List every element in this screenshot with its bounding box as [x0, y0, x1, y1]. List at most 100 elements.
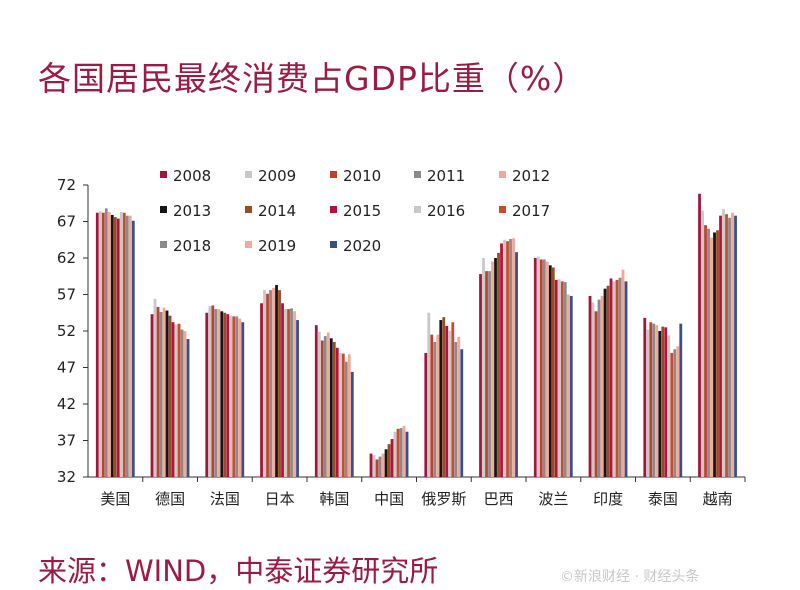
bar-2015: [609, 278, 613, 477]
axes: [83, 184, 746, 482]
bar-2012: [162, 307, 166, 477]
bar-2013: [439, 320, 443, 477]
legend-label: 2017: [512, 202, 550, 220]
legend-label: 2015: [343, 202, 381, 220]
y-tick-label: 57: [57, 286, 76, 304]
legend-swatch: [245, 171, 252, 178]
bar-2013: [384, 449, 388, 477]
bar-2018: [344, 361, 348, 477]
legend-label: 2011: [427, 167, 465, 185]
category-label: 美国: [100, 490, 130, 508]
y-tick-label: 62: [57, 249, 76, 267]
bar-2012: [491, 261, 494, 477]
bar-2009: [153, 298, 157, 477]
bar-2013: [110, 214, 114, 477]
bar-2019: [238, 318, 242, 477]
bar-2015: [664, 327, 668, 477]
bar-2008: [314, 325, 318, 477]
bar-2020: [296, 320, 299, 477]
legend-swatch: [160, 241, 167, 248]
bar-2014: [223, 312, 227, 477]
category-label: 印度: [593, 490, 623, 508]
bar-2020: [734, 215, 737, 477]
bar-2011: [597, 299, 601, 477]
bar-2010: [704, 225, 707, 477]
bar-2010: [430, 334, 434, 477]
legend-label: 2019: [258, 237, 296, 255]
bar-2015: [390, 439, 394, 477]
bar-2011: [433, 341, 437, 477]
bar-2016: [338, 352, 342, 477]
bar-2016: [229, 315, 233, 477]
bar-2014: [387, 444, 391, 477]
y-tick-labels: 32 37 42 47 52 57 62 67 72: [57, 176, 76, 486]
bar-2008: [369, 453, 373, 477]
bar-2020: [186, 339, 190, 477]
bar-2009: [482, 258, 485, 477]
legend-swatch: [160, 171, 167, 178]
bar-2013: [275, 285, 278, 477]
watermark: ©新浪财经 · 财经头条: [560, 569, 700, 585]
y-tick-label: 47: [57, 359, 76, 377]
bars: [95, 193, 737, 478]
bar-2019: [621, 269, 625, 477]
bar-2008: [533, 258, 537, 477]
category-label: 波兰: [538, 490, 568, 508]
bar-2014: [442, 317, 446, 477]
bar-2013: [603, 288, 607, 477]
bar-2015: [554, 279, 558, 477]
bar-2017: [232, 316, 236, 477]
bar-2008: [95, 212, 99, 478]
legend-swatch: [160, 206, 167, 213]
bar-2013: [494, 258, 497, 477]
y-tick-label: 37: [57, 432, 76, 450]
bar-2019: [402, 425, 406, 477]
category-label: 韩国: [319, 490, 349, 508]
bar-2011: [652, 323, 656, 477]
bar-2018: [728, 217, 731, 477]
bar-2010: [594, 311, 598, 477]
bar-2016: [448, 331, 452, 477]
bar-2012: [436, 334, 440, 477]
bar-2018: [454, 341, 458, 477]
legend-swatch: [245, 241, 252, 248]
bar-2017: [670, 352, 674, 477]
bar-2019: [347, 354, 351, 477]
bar-2016: [557, 279, 561, 477]
bar-2017: [177, 323, 181, 477]
legend-label: 2010: [343, 167, 381, 185]
legend-label: 2014: [258, 202, 296, 220]
bar-2013: [165, 310, 169, 477]
bar-2015: [335, 347, 339, 477]
bar-2017: [506, 241, 509, 477]
legend-swatch: [414, 206, 421, 213]
bar-2012: [710, 237, 713, 477]
legend-swatch: [330, 171, 337, 178]
bar-2010: [320, 340, 324, 477]
bar-2011: [542, 259, 546, 477]
bar-2012: [545, 261, 549, 477]
bar-2014: [716, 230, 719, 477]
bar-2016: [667, 335, 671, 477]
bar-2020: [350, 371, 354, 477]
category-label: 越南: [703, 490, 733, 508]
bar-2013: [548, 265, 552, 477]
category-label: 巴西: [484, 490, 514, 508]
bar-2012: [655, 325, 659, 477]
bar-2008: [150, 314, 154, 477]
bar-2019: [293, 311, 296, 477]
bar-2010: [649, 322, 653, 477]
bar-2010: [485, 271, 488, 477]
bar-2017: [341, 353, 345, 477]
bar-2011: [104, 208, 108, 478]
bar-2009: [591, 302, 595, 477]
bar-2011: [269, 290, 272, 477]
bar-2013: [658, 331, 662, 477]
bar-2020: [679, 323, 683, 477]
bar-2018: [290, 308, 293, 477]
bar-2019: [731, 212, 734, 478]
bar-2011: [214, 309, 218, 477]
bar-2015: [445, 325, 449, 477]
bar-2018: [673, 349, 677, 477]
bar-2017: [122, 212, 126, 478]
